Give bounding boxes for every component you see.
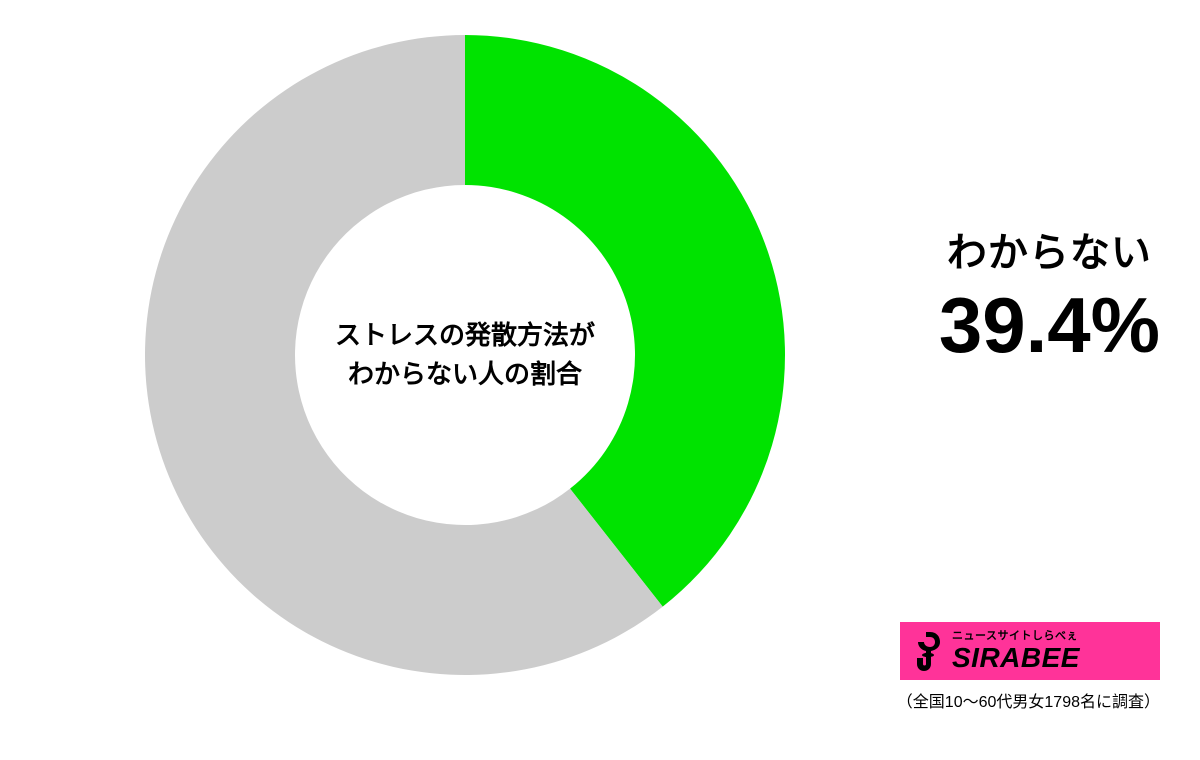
logo-name: SIRABEE <box>952 644 1080 672</box>
logo-text-group: ニュースサイトしらべぇ SIRABEE <box>952 631 1080 672</box>
donut-chart <box>140 30 790 680</box>
logo-tagline: ニュースサイトしらべぇ <box>952 631 1080 642</box>
sirabee-logo-icon <box>910 628 946 674</box>
slice-callout: わからない 39.4% <box>939 220 1160 364</box>
callout-label: わからない <box>939 220 1160 278</box>
donut-svg <box>140 30 790 680</box>
callout-value: 39.4% <box>939 286 1160 364</box>
survey-footnote: （全国10〜60代男女1798名に調査） <box>897 688 1160 712</box>
source-logo: ニュースサイトしらべぇ SIRABEE <box>900 622 1160 680</box>
